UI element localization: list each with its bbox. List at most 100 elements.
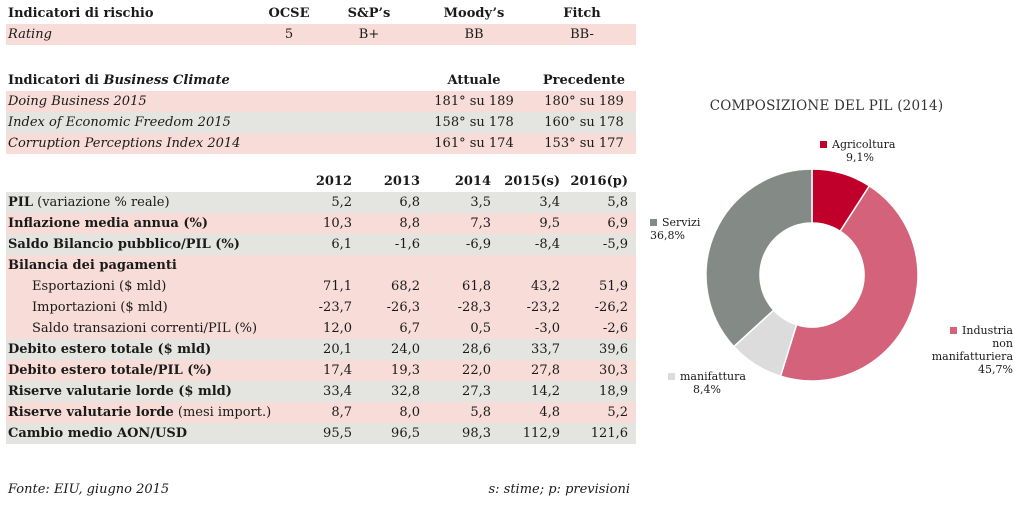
slice-label-industria: Industria non manifatturiera 45,7%	[926, 324, 1013, 376]
economy-value: 28,6	[462, 342, 491, 357]
economy-row: Riserve valutarie lorde ($ mld) 33,4 32,8 2…	[6, 381, 636, 402]
economy-value: -23,2	[526, 300, 560, 315]
year-header: 2015(s)	[504, 174, 560, 189]
economy-value: 19,3	[391, 363, 420, 378]
economy-row-label: Debito estero totale/PIL (%)	[8, 363, 212, 378]
economy-value: -28,3	[457, 300, 491, 315]
economy-row-label: Esportazioni ($ mld)	[32, 279, 167, 294]
business-row-previous: 180° su 189	[544, 94, 624, 109]
risk-header-moodys: Moody’s	[443, 6, 505, 21]
economy-value: 51,9	[599, 279, 628, 294]
economy-value: -8,4	[534, 237, 560, 252]
economy-value: 43,2	[531, 279, 560, 294]
legend-swatch	[668, 373, 675, 380]
economy-value: 8,8	[399, 216, 420, 231]
economy-value: 17,4	[323, 363, 352, 378]
economy-value: 6,9	[607, 216, 628, 231]
economy-row: Inflazione media annua (%) 10,3 8,8 7,3 9,5 6…	[6, 213, 636, 234]
economic-indicators-table: 2012 2013 2014 2015(s) 2016(p) PIL (vari…	[6, 171, 636, 444]
economy-value: 8,7	[331, 405, 352, 420]
economy-row: Esportazioni ($ mld) 71,1 68,2 61,8 43,2 51,9	[6, 276, 636, 297]
economy-value: 5,8	[470, 405, 491, 420]
risk-rating-sp: B+	[358, 27, 380, 42]
risk-rating-moodys: BB	[464, 27, 484, 42]
economy-value: 33,4	[323, 384, 352, 399]
business-row: Index of Economic Freedom 2015 158° su 1…	[6, 112, 636, 133]
economy-row-label-bold: Riserve valutarie lorde	[8, 405, 174, 420]
economy-value: 24,0	[391, 342, 420, 357]
economy-row-label: Riserve valutarie lorde ($ mld)	[8, 384, 232, 399]
business-header-row: Indicatori di Business Climate Attuale P…	[6, 70, 636, 91]
business-row-current: 181° su 189	[434, 94, 514, 109]
economy-row-label-bold: PIL	[8, 195, 33, 210]
risk-rating-fitch: BB-	[570, 27, 594, 42]
business-header-current: Attuale	[447, 73, 501, 88]
economy-row: PIL (variazione % reale) 5,2 6,8 3,5 3,4 5,8	[6, 192, 636, 213]
slice-industria	[779, 184, 919, 382]
economy-row-label: PIL (variazione % reale)	[8, 192, 170, 213]
economy-row-label: Debito estero totale ($ mld)	[8, 342, 212, 357]
economy-row: Saldo transazioni correnti/PIL (%) 12,0 6,…	[6, 318, 636, 339]
economy-value: 95,5	[323, 426, 352, 441]
footer-source: Fonte: EIU, giugno 2015	[8, 482, 170, 497]
year-header: 2013	[383, 174, 420, 189]
economy-value: 8,0	[399, 405, 420, 420]
year-header: 2016(p)	[570, 174, 628, 189]
economy-row: Cambio medio AON/USD 95,5 96,5 98,3 112,9 121…	[6, 423, 636, 444]
economy-row: Riserve valutarie lorde (mesi import.) 8,…	[6, 402, 636, 423]
economy-value: 33,7	[531, 342, 560, 357]
business-row-label: Doing Business 2015	[8, 94, 147, 109]
economy-value: 32,8	[391, 384, 420, 399]
economy-value: 0,5	[470, 321, 491, 336]
legend-swatch	[820, 141, 827, 148]
economy-value: 9,5	[539, 216, 560, 231]
economy-value: 27,3	[462, 384, 491, 399]
slice-value: 8,4%	[693, 383, 721, 396]
business-row-label: Index of Economic Freedom 2015	[8, 115, 231, 130]
economy-value: 121,6	[590, 426, 628, 441]
business-row-previous: 160° su 178	[544, 115, 624, 130]
economy-value: 5,2	[331, 195, 352, 210]
footer-note: s: stime; p: previsioni	[488, 482, 630, 497]
economy-row-label: Inflazione media annua (%)	[8, 216, 209, 231]
economy-row-label: Saldo transazioni correnti/PIL (%)	[32, 321, 258, 336]
economy-row: Saldo Bilancio pubblico/PIL (%) 6,1 -1,6 -6…	[6, 234, 636, 255]
slice-name-line2: manifatturiera	[931, 350, 1013, 363]
economy-row-label: Importazioni ($ mld)	[32, 300, 168, 315]
economy-value: 27,8	[531, 363, 560, 378]
economy-value: 5,8	[607, 195, 628, 210]
economy-value: 10,3	[323, 216, 352, 231]
business-row-previous: 153° su 177	[544, 136, 624, 151]
gdp-composition-chart: COMPOSIZIONE DEL PIL (2014) Agricoltura …	[640, 90, 1013, 420]
economy-row-label: Saldo Bilancio pubblico/PIL (%)	[8, 237, 240, 252]
slice-value: 9,1%	[846, 151, 874, 164]
economy-value: 68,2	[391, 279, 420, 294]
economy-row: Debito estero totale ($ mld) 20,1 24,0 28,6…	[6, 339, 636, 360]
slice-value: 36,8%	[650, 229, 685, 242]
business-row-label: Corruption Perceptions Index 2014	[8, 136, 241, 151]
economy-row-label: Cambio medio AON/USD	[8, 426, 188, 441]
pie-svg	[705, 168, 919, 382]
year-header: 2012	[315, 174, 352, 189]
risk-rating-ocse: 5	[284, 27, 294, 42]
legend-swatch	[950, 327, 958, 334]
economy-value: 96,5	[391, 426, 420, 441]
economy-value: 7,3	[470, 216, 491, 231]
economy-value: 112,9	[522, 426, 560, 441]
risk-header-ocse: OCSE	[268, 6, 310, 21]
chart-title: COMPOSIZIONE DEL PIL (2014)	[709, 98, 944, 114]
legend-swatch	[650, 219, 657, 226]
economy-value: 6,1	[331, 237, 352, 252]
economy-row: Debito estero totale/PIL (%) 17,4 19,3 22,0…	[6, 360, 636, 381]
economy-value: 39,6	[599, 342, 628, 357]
economy-value: -2,6	[602, 321, 628, 336]
business-header-title: Indicatori di Business Climate	[8, 70, 230, 91]
economy-value: 30,3	[599, 363, 628, 378]
economy-row: Bilancia dei pagamenti	[6, 255, 636, 276]
economy-row-label-rest: (mesi import.)	[173, 405, 272, 420]
economy-value: 20,1	[323, 342, 352, 357]
business-header-previous: Precedente	[542, 73, 626, 88]
economy-value: -26,3	[386, 300, 420, 315]
economy-row-label-rest: (variazione % reale)	[33, 195, 170, 210]
risk-rating-label: Rating	[8, 27, 52, 42]
